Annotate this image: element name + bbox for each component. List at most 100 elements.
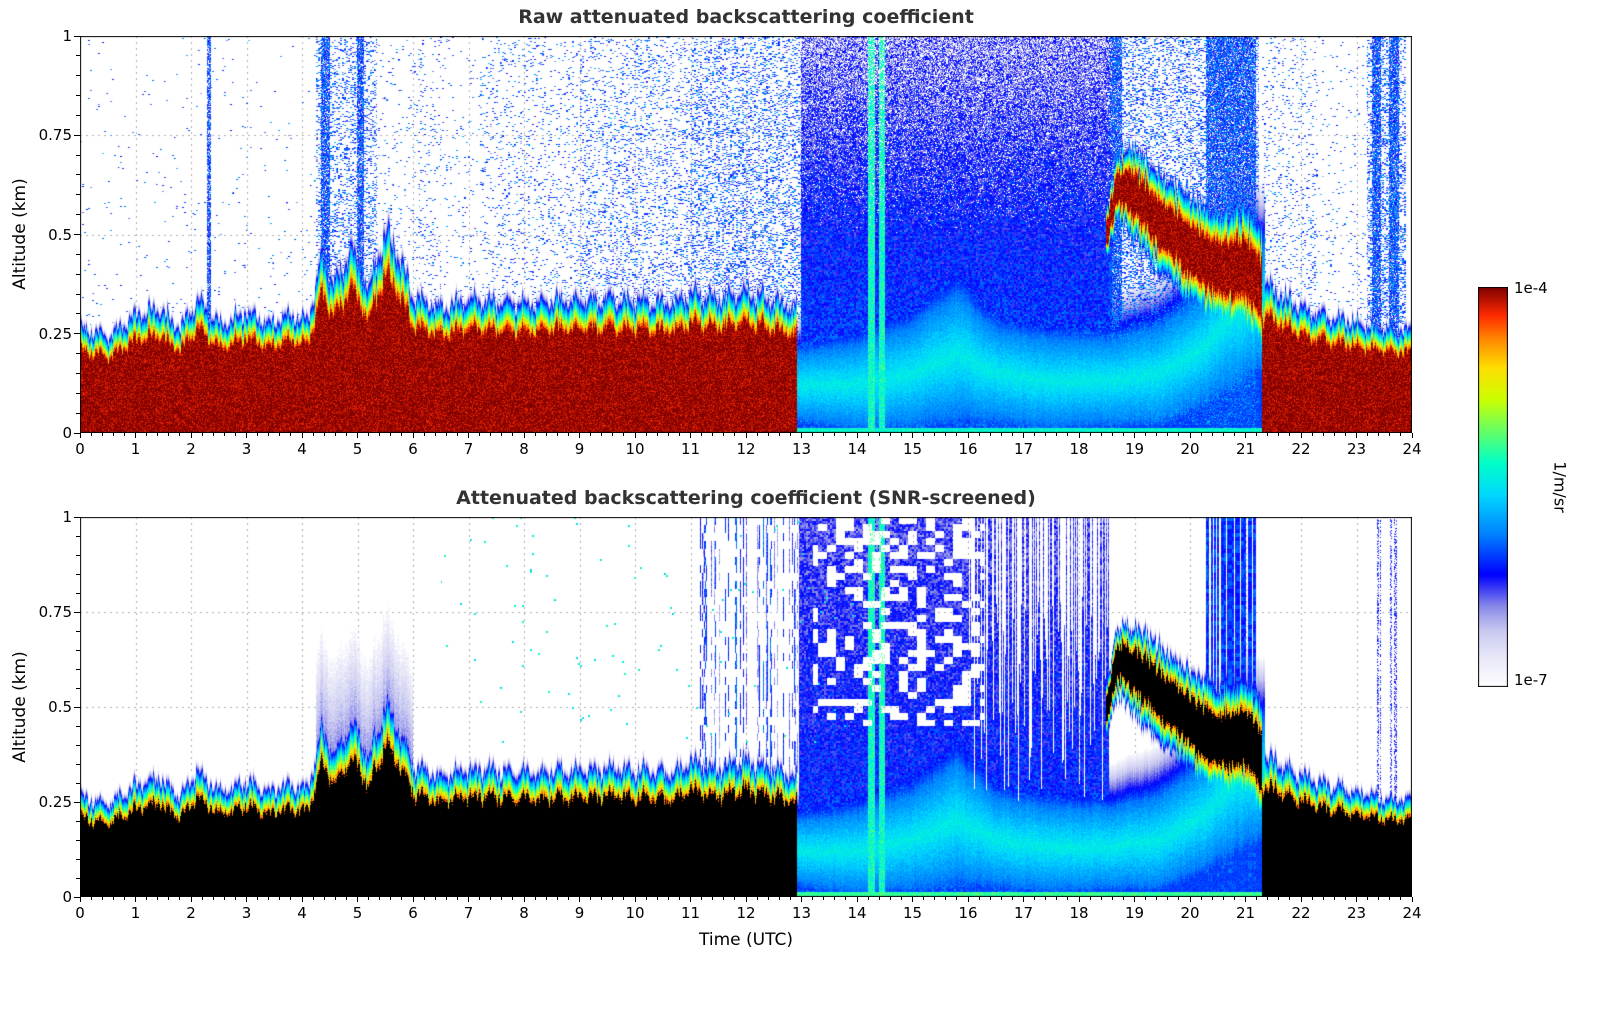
- y-minor-tick: [76, 744, 80, 746]
- x-minor-tick: [734, 897, 736, 900]
- x-minor-tick: [223, 433, 225, 436]
- y-tick: [74, 333, 80, 335]
- x-minor-tick: [1378, 897, 1380, 900]
- x-tick: [1189, 433, 1191, 438]
- x-tick-label: 20: [1180, 904, 1200, 922]
- x-minor-tick: [268, 433, 270, 436]
- x-minor-tick: [157, 433, 159, 436]
- x-minor-tick: [923, 897, 925, 900]
- x-minor-tick: [778, 897, 780, 900]
- x-tick: [468, 897, 469, 902]
- x-tick: [135, 897, 136, 902]
- x-minor-tick: [1000, 897, 1002, 900]
- x-minor-tick: [268, 897, 270, 900]
- x-tick: [412, 897, 414, 902]
- x-minor-tick: [157, 897, 159, 900]
- colorbar-max-label: 1e-4: [1514, 279, 1548, 297]
- x-minor-tick: [656, 897, 658, 900]
- x-tick: [1356, 897, 1357, 902]
- x-minor-tick: [667, 897, 669, 900]
- y-minor-tick: [76, 95, 80, 97]
- x-tick: [856, 433, 858, 438]
- x-minor-tick: [978, 897, 980, 900]
- x-minor-tick: [889, 897, 891, 900]
- x-minor-tick: [445, 433, 447, 436]
- x-minor-tick: [845, 897, 847, 900]
- x-tick-label: 0: [75, 440, 85, 458]
- x-minor-tick: [678, 433, 680, 436]
- x-minor-tick: [601, 433, 603, 436]
- x-minor-tick: [1011, 897, 1013, 900]
- x-minor-tick: [1211, 433, 1213, 436]
- y-minor-tick: [76, 392, 80, 394]
- x-tick: [1134, 897, 1135, 902]
- x-tick: [1411, 897, 1413, 902]
- x-minor-tick: [1156, 897, 1158, 900]
- y-tick: [74, 516, 80, 518]
- x-minor-tick: [812, 433, 814, 436]
- y-minor-tick: [76, 649, 80, 651]
- y-minor-tick: [76, 372, 80, 374]
- x-minor-tick: [767, 897, 769, 900]
- x-minor-tick: [90, 433, 92, 436]
- x-tick-label: 12: [736, 440, 756, 458]
- x-minor-tick: [1089, 897, 1091, 900]
- x-tick-label: 17: [1013, 440, 1034, 458]
- x-minor-tick: [878, 433, 880, 436]
- x-minor-tick: [712, 433, 714, 436]
- y-tick: [74, 234, 80, 235]
- x-minor-tick: [789, 897, 791, 900]
- x-minor-tick: [345, 897, 347, 900]
- x-tick: [79, 897, 81, 902]
- x-tick: [856, 897, 858, 902]
- x-tick: [190, 897, 192, 902]
- x-minor-tick: [945, 897, 947, 900]
- x-minor-tick: [390, 433, 392, 436]
- x-minor-tick: [923, 433, 925, 436]
- x-tick-label: 1: [130, 440, 141, 458]
- x-tick: [1023, 897, 1024, 902]
- x-minor-tick: [534, 433, 536, 436]
- x-minor-tick: [545, 897, 547, 900]
- x-minor-tick: [867, 897, 869, 900]
- x-minor-tick: [257, 897, 259, 900]
- x-minor-tick: [1100, 433, 1102, 436]
- x-minor-tick: [1289, 897, 1291, 900]
- x-tick: [690, 897, 691, 902]
- x-minor-tick: [1034, 897, 1036, 900]
- y-minor-tick: [76, 412, 80, 414]
- x-minor-tick: [234, 897, 236, 900]
- x-minor-tick: [401, 897, 403, 900]
- x-minor-tick: [978, 433, 980, 436]
- x-minor-tick: [1233, 897, 1235, 900]
- x-tick: [357, 433, 358, 438]
- y-minor-tick: [76, 839, 80, 841]
- x-minor-tick: [712, 897, 714, 900]
- x-tick-label: 9: [574, 440, 585, 458]
- x-minor-tick: [423, 433, 425, 436]
- x-tick: [912, 897, 913, 902]
- x-tick-label: 12: [736, 904, 756, 922]
- x-tick: [79, 433, 81, 438]
- x-minor-tick: [778, 433, 780, 436]
- x-tick-label: 10: [625, 440, 645, 458]
- x-minor-tick: [345, 433, 347, 436]
- x-minor-tick: [834, 897, 836, 900]
- x-minor-tick: [956, 433, 958, 436]
- x-minor-tick: [1367, 433, 1369, 436]
- x-tick-label: 6: [408, 440, 418, 458]
- colorbar-unit-label: 1/m/sr: [1550, 461, 1570, 513]
- x-minor-tick: [201, 433, 203, 436]
- x-tick: [523, 897, 525, 902]
- x-minor-tick: [1045, 433, 1047, 436]
- x-tick: [967, 897, 969, 902]
- y-tick-label: 0.5: [48, 698, 72, 716]
- x-minor-tick: [645, 433, 647, 436]
- x-tick-label: 10: [625, 904, 645, 922]
- y-minor-tick: [76, 687, 80, 689]
- x-minor-tick: [257, 433, 259, 436]
- x-tick-label: 18: [1069, 440, 1089, 458]
- x-tick: [135, 433, 136, 438]
- x-minor-tick: [168, 433, 170, 436]
- x-minor-tick: [212, 897, 214, 900]
